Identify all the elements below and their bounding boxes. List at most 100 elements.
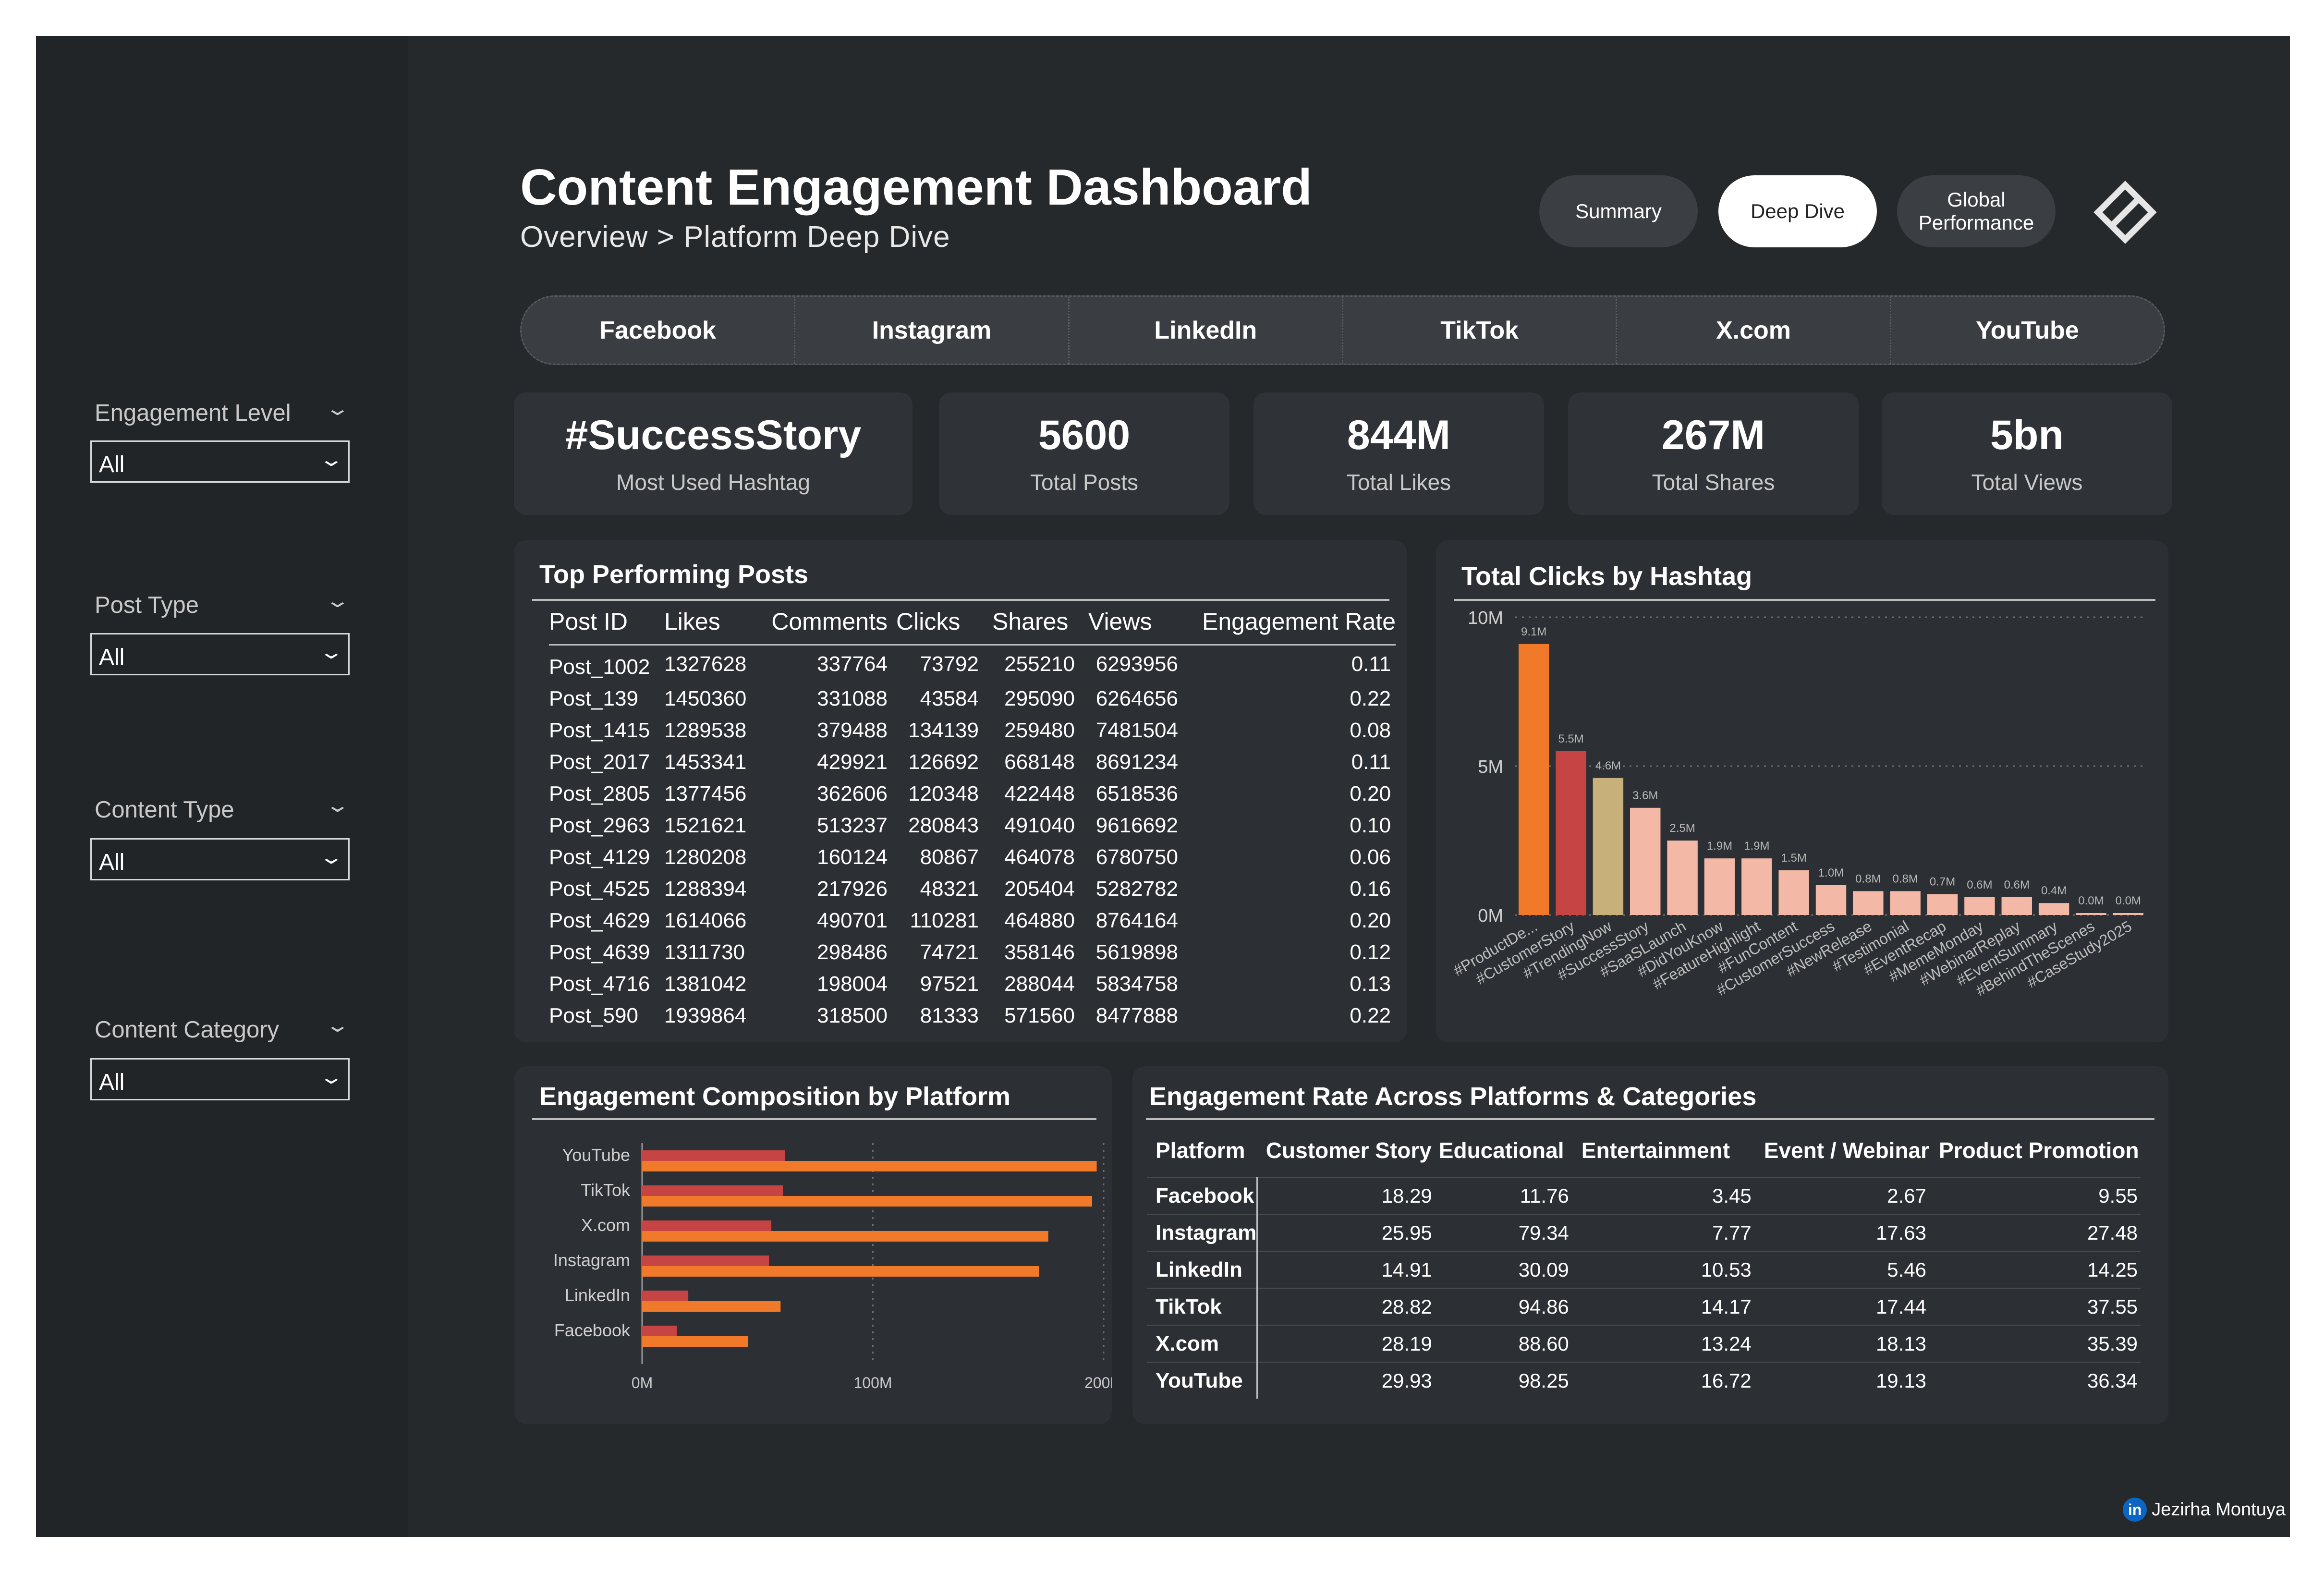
summary-button[interactable]: Summary — [1539, 175, 1698, 247]
table-row[interactable]: Post_2963 1521621 513237 280843 491040 961669… — [549, 810, 1396, 841]
chevron-down-icon[interactable]: ⌄ — [324, 1015, 351, 1036]
breadcrumb-root[interactable]: Overview — [520, 220, 648, 254]
table-cell: 0.08 — [1350, 719, 1391, 742]
bar[interactable] — [642, 1220, 772, 1231]
column-header[interactable]: Entertainment — [1581, 1138, 1730, 1163]
bar[interactable] — [642, 1150, 785, 1161]
column-header[interactable]: Comments — [771, 608, 888, 635]
filter-label-post-type: Post Type — [95, 592, 199, 618]
tab-facebook[interactable]: Facebook — [522, 297, 796, 364]
engagement-level-dropdown[interactable]: All ⌄ — [90, 440, 350, 483]
kpi-card-total-likes: 844M Total Likes — [1253, 392, 1544, 515]
chevron-down-icon[interactable]: ⌄ — [324, 590, 351, 611]
table-cell: 110281 — [910, 909, 979, 932]
tab-x[interactable]: X.com — [1617, 297, 1891, 364]
bar[interactable] — [642, 1161, 1097, 1171]
tab-tiktok[interactable]: TikTok — [1343, 297, 1618, 364]
kpi-value: #SuccessStory — [565, 412, 862, 458]
table-row[interactable]: Post_1002 1327628 337764 73792 255210 6293956… — [549, 645, 1396, 683]
table-row[interactable]: Post_1415 1289538 379488 134139 259480 748150… — [549, 715, 1396, 746]
bar[interactable] — [2076, 913, 2106, 915]
bar[interactable] — [1778, 870, 1809, 915]
column-header[interactable]: Views — [1088, 608, 1152, 635]
table-cell: 73792 — [920, 652, 979, 676]
matrix-row[interactable]: YouTube 29.93 98.25 16.72 19.13 36.34 — [1147, 1362, 2141, 1399]
bar[interactable] — [1815, 885, 1847, 915]
bar[interactable] — [642, 1291, 689, 1301]
table-cell: 126692 — [908, 750, 979, 774]
column-header[interactable]: Likes — [664, 608, 720, 635]
y-tick-label: YouTube — [562, 1145, 630, 1165]
column-header[interactable]: Shares — [992, 608, 1069, 635]
tab-youtube[interactable]: YouTube — [1975, 316, 2079, 344]
matrix-cell: 17.44 — [1754, 1288, 1930, 1325]
column-header[interactable]: Product Promotion — [1939, 1138, 2139, 1163]
table-row[interactable]: Post_2805 1377456 362606 120348 422448 651853… — [549, 778, 1396, 810]
bar[interactable] — [1556, 751, 1586, 915]
column-header[interactable]: Customer Story — [1265, 1138, 1432, 1163]
table-cell: 205404 — [1004, 877, 1075, 901]
bar[interactable] — [2038, 903, 2069, 915]
filter-label-content-type: Content Type — [95, 797, 234, 823]
bar[interactable] — [642, 1231, 1048, 1242]
table-row[interactable]: Post_4525 1288394 217926 48321 205404 5282782… — [549, 873, 1396, 905]
bar[interactable] — [1667, 841, 1698, 915]
column-header[interactable]: Post ID — [549, 608, 628, 635]
bar[interactable] — [1630, 807, 1661, 915]
bar[interactable] — [1927, 894, 1958, 915]
table-row[interactable]: Post_139 1450360 331088 43584 295090 6264656 0… — [549, 683, 1396, 715]
table-row[interactable]: Post_4716 1381042 198004 97521 288044 5834758… — [549, 968, 1396, 1000]
table-cell: 491040 — [1004, 814, 1075, 837]
bar[interactable] — [642, 1266, 1039, 1277]
table-row[interactable]: Post_4129 1280208 160124 80867 464078 6780750… — [549, 841, 1396, 873]
bar[interactable] — [642, 1196, 1092, 1207]
bar[interactable] — [1704, 858, 1735, 915]
post-type-dropdown[interactable]: All ⌄ — [90, 633, 350, 675]
content-category-dropdown[interactable]: All ⌄ — [90, 1058, 350, 1100]
column-header[interactable]: Engagement Rate — [1202, 608, 1396, 635]
deep-dive-button[interactable]: Deep Dive — [1718, 175, 1877, 247]
bar[interactable] — [642, 1256, 769, 1266]
table-cell: 280843 — [908, 814, 979, 837]
chevron-down-icon[interactable]: ⌄ — [324, 795, 351, 816]
bar[interactable] — [1964, 897, 1995, 915]
column-header[interactable]: Clicks — [896, 608, 961, 635]
matrix-row[interactable]: X.com 28.19 88.60 13.24 18.13 35.39 — [1147, 1325, 2141, 1362]
column-header[interactable]: Platform — [1156, 1138, 1245, 1163]
tab-instagram[interactable]: Instagram — [795, 297, 1070, 364]
bar[interactable] — [642, 1185, 783, 1196]
author-credit[interactable]: in Jezirha Montuya — [2123, 1498, 2286, 1522]
diamond-logo-icon[interactable] — [2092, 179, 2159, 246]
bar[interactable] — [2001, 897, 2032, 915]
table-cell: 0.11 — [1351, 652, 1391, 676]
bar[interactable] — [642, 1336, 749, 1347]
matrix-row[interactable]: TikTok 28.82 94.86 14.17 17.44 37.55 — [1147, 1288, 2141, 1325]
bar[interactable] — [642, 1301, 781, 1312]
content-type-dropdown[interactable]: All ⌄ — [90, 838, 350, 880]
matrix-row-header: TikTok — [1147, 1288, 1258, 1325]
kpi-value: 267M — [1661, 412, 1765, 458]
bar[interactable] — [1890, 891, 1921, 915]
data-label: 0.7M — [1930, 876, 1955, 889]
table-row[interactable]: Post_4629 1614066 490701 110281 464880 876416… — [549, 905, 1396, 937]
bar[interactable] — [1853, 891, 1884, 915]
column-header[interactable]: Event / Webinar — [1764, 1138, 1930, 1163]
tab-linkedin[interactable]: LinkedIn — [1070, 297, 1343, 364]
matrix-row[interactable]: LinkedIn 14.91 30.09 10.53 5.46 14.25 — [1147, 1251, 2141, 1288]
table-row[interactable]: Post_4639 1311730 298486 74721 358146 5619898… — [549, 937, 1396, 968]
kpi-card-hashtag: #SuccessStory Most Used Hashtag — [514, 392, 913, 515]
bar[interactable] — [1518, 644, 1549, 915]
bar[interactable] — [1593, 778, 1624, 915]
bar[interactable] — [1741, 858, 1772, 915]
matrix-row[interactable]: Instagram 25.95 79.34 7.77 17.63 27.48 — [1147, 1214, 2141, 1251]
matrix-row[interactable]: Facebook 18.29 11.76 3.45 2.67 9.55 — [1147, 1177, 2141, 1214]
table-row[interactable]: Post_2017 1453341 429921 126692 668148 869123… — [549, 746, 1396, 778]
chevron-down-icon[interactable]: ⌄ — [324, 398, 351, 419]
global-performance-button[interactable]: Global Performance — [1897, 175, 2056, 247]
column-header[interactable]: Educational — [1438, 1138, 1564, 1163]
bar[interactable] — [2113, 913, 2144, 915]
table-cell: 490701 — [817, 909, 888, 932]
data-label: 0.8M — [1855, 872, 1881, 885]
bar[interactable] — [642, 1326, 677, 1336]
table-row[interactable]: Post_590 1939864 318500 81333 571560 8477888 0… — [549, 1000, 1396, 1032]
